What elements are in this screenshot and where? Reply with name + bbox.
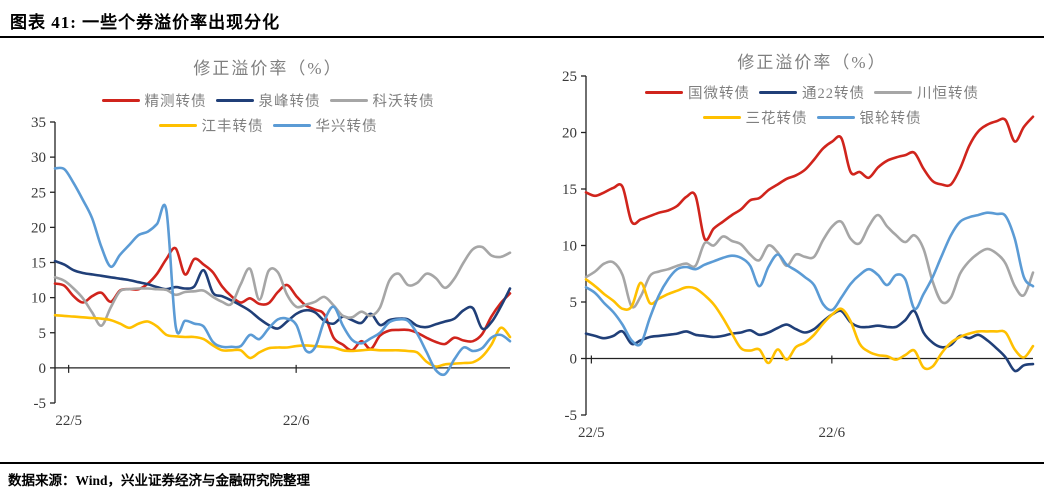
footer-rule [0, 462, 1044, 464]
series-line-泉峰转债 [53, 259, 512, 331]
legend-label: 国微转债 [688, 86, 750, 102]
y-tick-label: 20 [31, 220, 46, 236]
legend-marker-icon [329, 99, 368, 102]
left-chart-plot: 35 30 25 20 15 10 5 0 -5 22/5 22/6 [31, 115, 512, 429]
legend-label: 川恒转债 [917, 86, 979, 102]
legend-label: 银轮转债 [859, 111, 922, 127]
legend-item-银轮转债: 银轮转债 [816, 107, 922, 128]
x-tick-label: 22/6 [819, 425, 846, 441]
legend-item-精测转债: 精测转债 [101, 90, 207, 111]
y-tick-label: 0 [570, 352, 578, 368]
y-tick-label: 10 [31, 291, 46, 307]
legend-marker-icon [272, 124, 311, 127]
legend-marker-icon [215, 99, 254, 102]
figure-heading: 图表 41: 一些个券溢价率出现分化 [10, 13, 281, 32]
y-tick-label: 5 [570, 295, 578, 311]
right-chart-plot: 25 20 15 10 5 0 -522/5 22/6 [562, 69, 1035, 441]
legend-marker-icon [702, 116, 741, 119]
legend-marker-icon [158, 124, 197, 127]
series-line-华兴转债 [53, 166, 512, 377]
legend-row: 精测转债 泉峰转债 科沃转债 [8, 88, 528, 113]
legend-row: 江丰转债 华兴转债 [8, 113, 528, 138]
legend-item-国微转债: 国微转债 [645, 82, 750, 103]
legend-marker-icon [759, 91, 797, 94]
y-tick-label: 30 [31, 150, 46, 166]
legend-item-江丰转债: 江丰转债 [158, 115, 264, 136]
left-chart-legend: 精测转债 泉峰转债 科沃转债江丰转债 华兴转债 [8, 88, 528, 138]
left-chart-title: 修正溢价率（%） [193, 59, 343, 78]
legend-item-科沃转债: 科沃转债 [329, 90, 435, 111]
legend-item-三花转债: 三花转债 [702, 107, 808, 128]
legend-label: 精测转债 [144, 94, 207, 110]
right-chart-title: 修正溢价率（%） [737, 53, 887, 72]
y-tick-label: 20 [562, 126, 577, 142]
x-tick-label: 22/5 [55, 413, 82, 429]
legend-marker-icon [816, 116, 855, 119]
left-chart: 修正溢价率（%） 35 30 25 20 15 10 5 0 -5 22/5 22/6 精测转债 泉峰… [8, 46, 528, 456]
legend-marker-icon [101, 99, 140, 102]
legend-item-泉峰转债: 泉峰转债 [215, 90, 321, 111]
y-tick-label: 15 [562, 182, 577, 198]
legend-item-通22转债: 通22转债 [759, 82, 865, 103]
series-line-银轮转债 [584, 211, 1035, 347]
legend-row: 三花转债 银轮转债 [580, 105, 1044, 130]
y-tick-label: -5 [34, 396, 47, 412]
x-tick-label: 22/5 [578, 425, 605, 441]
legend-label: 通22转债 [802, 86, 865, 102]
x-tick-label: 22/6 [283, 413, 310, 429]
y-tick-label: 25 [562, 69, 577, 85]
right-chart: 修正溢价率（%） 25 20 15 10 5 0 -5 22/5 22/6 国微转债 通22转债 川… [540, 40, 1044, 460]
series-line-国微转债 [584, 115, 1035, 242]
series-line-江丰转债 [53, 313, 512, 368]
right-chart-legend: 国微转债 通22转债 川恒转债三花转债 银轮转债 [540, 80, 1044, 130]
y-tick-label: 25 [31, 185, 46, 201]
y-tick-label: 15 [31, 256, 46, 272]
y-tick-label: 35 [31, 115, 46, 131]
legend-label: 江丰转债 [201, 119, 264, 135]
legend-label: 华兴转债 [315, 119, 378, 135]
y-tick-label: 5 [39, 326, 47, 342]
series-line-川恒转债 [584, 213, 1035, 309]
legend-marker-icon [645, 91, 683, 94]
series-line-科沃转债 [53, 245, 512, 327]
heading-rule [0, 36, 1044, 38]
legend-label: 科沃转债 [372, 94, 435, 110]
y-tick-label: 0 [39, 361, 47, 377]
legend-item-华兴转债: 华兴转债 [272, 115, 378, 136]
series-line-精测转债 [53, 246, 512, 352]
series-line-三花转债 [584, 278, 1035, 371]
source-note: 数据来源：Wind，兴业证券经济与金融研究院整理 [8, 473, 311, 488]
legend-label: 三花转债 [745, 111, 808, 127]
legend-item-川恒转债: 川恒转债 [874, 82, 979, 103]
series-line-通22转债 [584, 309, 1035, 373]
legend-label: 泉峰转债 [258, 94, 321, 110]
legend-marker-icon [874, 91, 912, 94]
y-tick-label: -5 [565, 408, 578, 424]
y-tick-label: 10 [562, 239, 577, 255]
legend-row: 国微转债 通22转债 川恒转债 [580, 80, 1044, 105]
